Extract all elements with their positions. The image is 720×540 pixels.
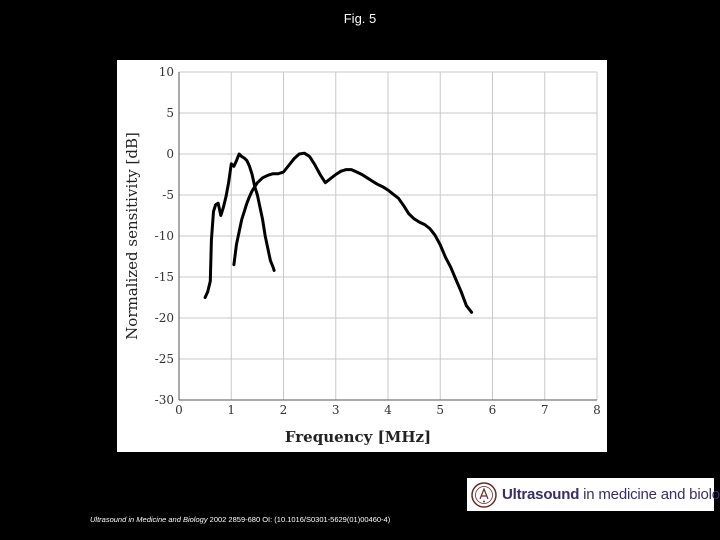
series-line-1 bbox=[203, 152, 276, 299]
logo-word-rest: in medicine and biology bbox=[579, 486, 720, 503]
journal-logo-text: Ultrasound in medicine and biology bbox=[502, 486, 720, 503]
y-axis-label: Normalized sensitivity [dB] bbox=[123, 132, 141, 340]
y-tick-label-0: 10 bbox=[159, 65, 174, 79]
y-tick-label-7: -25 bbox=[155, 352, 174, 366]
x-tick-label-6: 6 bbox=[489, 403, 497, 417]
citation-details: 2002 2859-680 OI: (10.1016/S0301-5629(01… bbox=[207, 515, 391, 524]
x-tick-label-1: 1 bbox=[227, 403, 235, 417]
x-axis-label: Frequency [MHz] bbox=[285, 428, 431, 446]
y-tick-label-6: -20 bbox=[155, 311, 174, 325]
y-tick-label-5: -15 bbox=[155, 270, 174, 284]
x-tick-label-4: 4 bbox=[384, 403, 392, 417]
y-tick-label-8: -30 bbox=[155, 393, 174, 407]
sensitivity-chart: 0 1 2 3 4 5 6 7 8 10 5 0 -5 -10 -15 -20 -25 -30 Frequency … bbox=[123, 65, 601, 446]
citation-journal: Ultrasound in Medicine and Biology bbox=[90, 515, 208, 524]
figure-panel: 0 1 2 3 4 5 6 7 8 10 5 0 -5 -10 -15 -20 -25 -30 Frequency … bbox=[117, 60, 607, 452]
y-tick-label-3: -5 bbox=[162, 188, 174, 202]
series-line-2 bbox=[232, 151, 474, 314]
logo-word-bold: Ultrasound bbox=[502, 486, 580, 503]
y-tick-label-4: -10 bbox=[155, 229, 174, 243]
x-tick-label-2: 2 bbox=[280, 403, 288, 417]
y-tick-label-2: 0 bbox=[166, 147, 174, 161]
journal-seal-icon bbox=[471, 481, 497, 508]
journal-logo: Ultrasound in medicine and biology bbox=[467, 478, 720, 511]
x-tick-label-8: 8 bbox=[593, 403, 601, 417]
slide-title: Fig. 5 bbox=[343, 11, 377, 26]
citation: Ultrasound in Medicine and Biology 2002 … bbox=[90, 515, 390, 524]
y-tick-label-1: 5 bbox=[166, 106, 174, 120]
x-tick-label-5: 5 bbox=[436, 403, 444, 417]
x-tick-label-7: 7 bbox=[541, 403, 549, 417]
x-tick-label-0: 0 bbox=[175, 403, 183, 417]
x-tick-label-3: 3 bbox=[332, 403, 340, 417]
